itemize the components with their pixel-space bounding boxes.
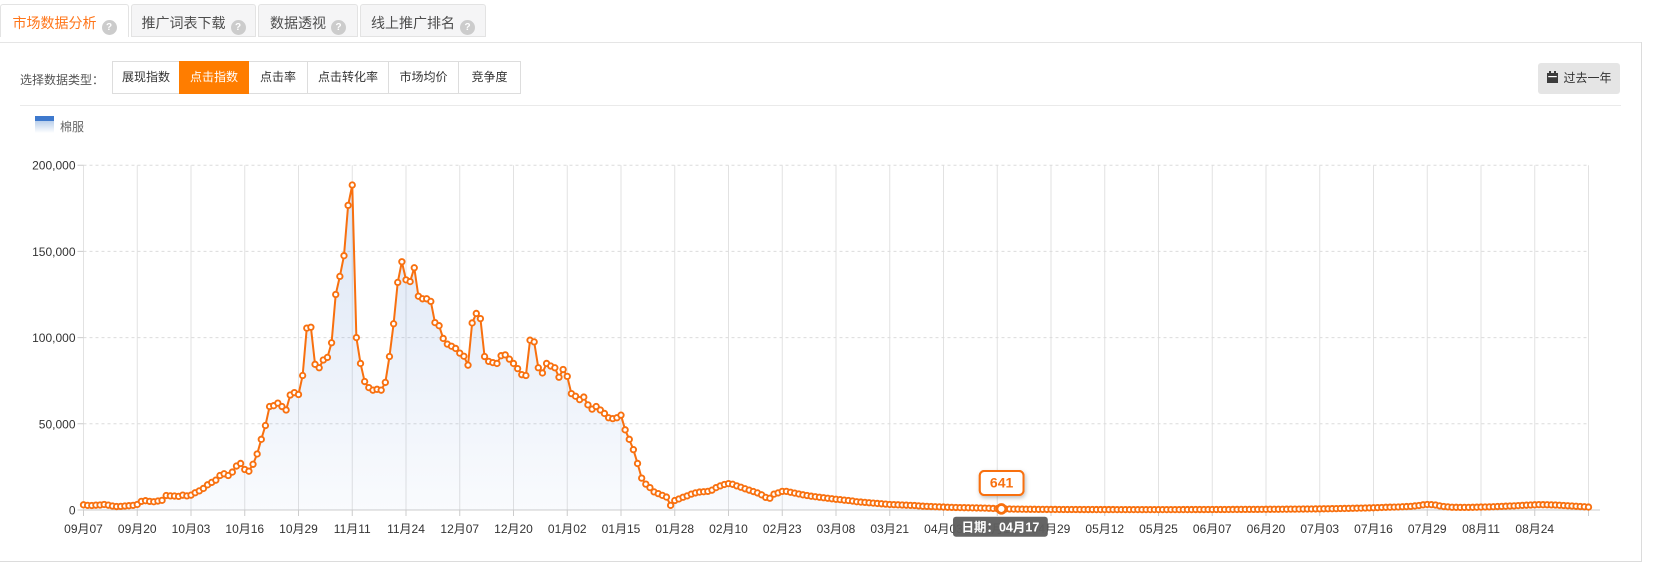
svg-text:08月11: 08月11 <box>1462 522 1500 536</box>
svg-text:06月20: 06月20 <box>1247 522 1286 536</box>
svg-text:12月07: 12月07 <box>440 522 479 536</box>
svg-text:日期：04月17: 日期：04月17 <box>961 520 1039 534</box>
svg-text:641: 641 <box>990 475 1014 491</box>
svg-text:01月28: 01月28 <box>655 522 694 536</box>
svg-text:01月02: 01月02 <box>548 522 587 536</box>
svg-text:11月24: 11月24 <box>387 522 425 536</box>
svg-text:100,000: 100,000 <box>32 331 76 345</box>
svg-text:07月03: 07月03 <box>1300 522 1339 536</box>
svg-text:09月07: 09月07 <box>64 522 103 536</box>
svg-text:50,000: 50,000 <box>39 417 76 431</box>
svg-text:02月23: 02月23 <box>763 522 802 536</box>
svg-text:11月11: 11月11 <box>334 522 371 536</box>
svg-text:03月08: 03月08 <box>817 522 856 536</box>
svg-text:200,000: 200,000 <box>32 159 76 173</box>
svg-text:07月29: 07月29 <box>1408 522 1447 536</box>
svg-text:12月20: 12月20 <box>494 522 533 536</box>
svg-text:0: 0 <box>69 504 76 518</box>
svg-text:01月15: 01月15 <box>602 522 641 536</box>
svg-text:02月10: 02月10 <box>709 522 748 536</box>
svg-text:10月29: 10月29 <box>279 522 318 536</box>
svg-text:07月16: 07月16 <box>1354 522 1393 536</box>
svg-text:10月16: 10月16 <box>225 522 264 536</box>
svg-text:09月20: 09月20 <box>118 522 157 536</box>
svg-text:05月25: 05月25 <box>1139 522 1178 536</box>
svg-text:08月24: 08月24 <box>1515 522 1554 536</box>
svg-text:10月03: 10月03 <box>172 522 211 536</box>
svg-text:06月07: 06月07 <box>1193 522 1232 536</box>
svg-text:05月12: 05月12 <box>1085 522 1124 536</box>
svg-text:03月21: 03月21 <box>870 522 909 536</box>
svg-text:150,000: 150,000 <box>32 245 76 259</box>
